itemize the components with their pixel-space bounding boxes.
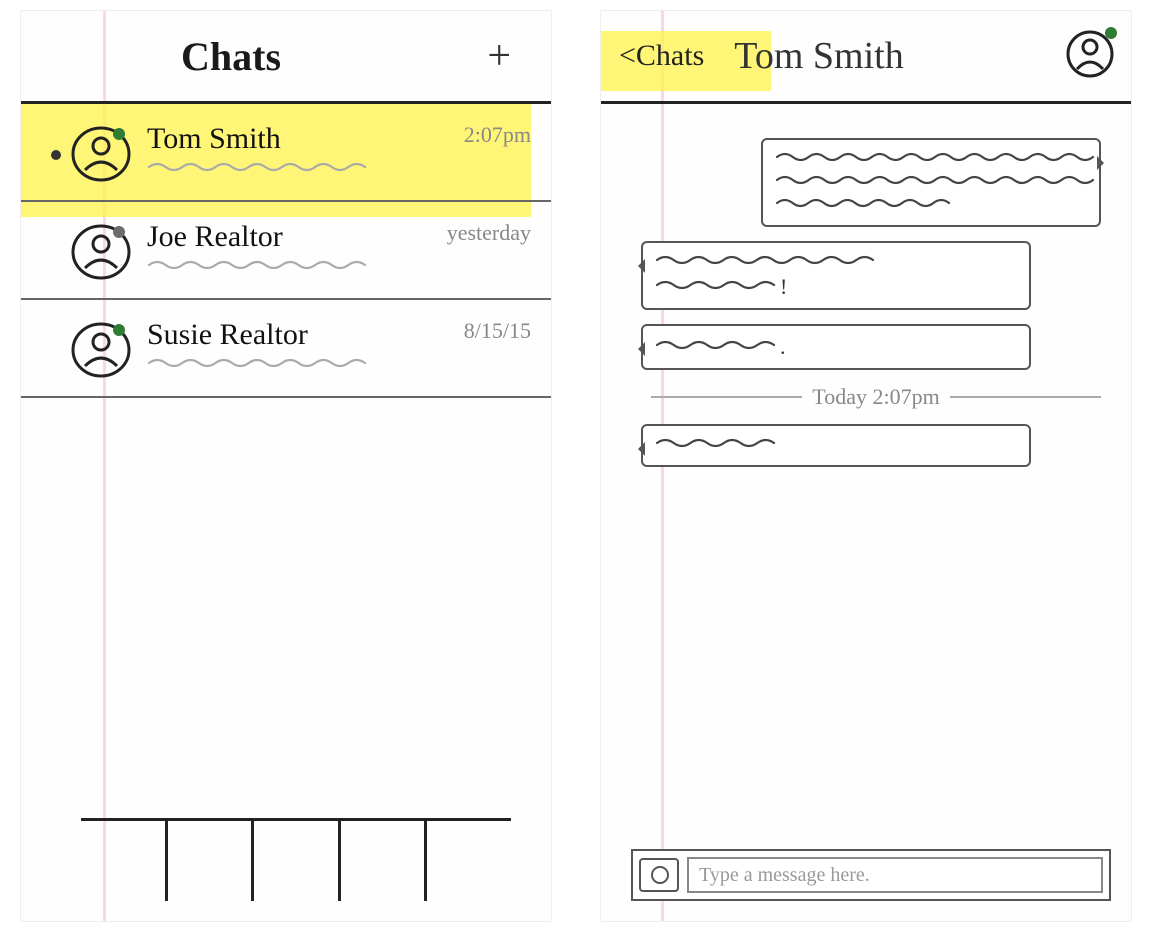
detail-header: <Chats Tom Smith xyxy=(601,11,1131,104)
chat-preview xyxy=(147,256,439,279)
message-placeholder: Type a message here. xyxy=(699,864,870,887)
tab-3[interactable] xyxy=(254,821,341,901)
contact-avatar-button[interactable] xyxy=(1065,29,1115,84)
person-icon xyxy=(69,122,133,186)
tab-4[interactable] xyxy=(341,821,428,901)
date-separator-label: Today 2:07pm xyxy=(812,384,939,410)
back-label: Chats xyxy=(636,39,704,72)
chat-row[interactable]: Joe Realtor yesterday xyxy=(21,202,551,300)
chat-time: 8/15/15 xyxy=(464,318,531,344)
tab-1[interactable] xyxy=(81,821,168,901)
chats-list-screen: Chats + Tom Smith 2:07pm Joe Realtor yester… xyxy=(20,10,552,922)
chat-detail-screen: <Chats Tom Smith !. Today 2:07pm Type a m… xyxy=(600,10,1132,922)
messages-area: !. Today 2:07pm xyxy=(601,104,1131,467)
message-input[interactable]: Type a message here. xyxy=(687,857,1103,893)
new-chat-button[interactable]: + xyxy=(487,32,511,80)
chat-time: 2:07pm xyxy=(464,122,531,148)
tab-5[interactable] xyxy=(427,821,511,901)
camera-icon[interactable] xyxy=(639,858,679,892)
person-icon xyxy=(69,220,133,284)
message-in: . xyxy=(641,324,1031,370)
chat-row[interactable]: Susie Realtor 8/15/15 xyxy=(21,300,551,398)
message-in xyxy=(641,424,1031,467)
chat-preview xyxy=(147,158,456,181)
message-composer: Type a message here. xyxy=(631,849,1111,901)
message-in: ! xyxy=(641,241,1031,310)
chat-name: Susie Realtor xyxy=(147,318,456,352)
chat-name: Joe Realtor xyxy=(147,220,439,254)
unread-dot xyxy=(51,150,61,160)
date-separator: Today 2:07pm xyxy=(641,384,1111,410)
tab-bar xyxy=(81,818,511,901)
back-button[interactable]: <Chats xyxy=(609,39,704,73)
chat-title: Tom Smith xyxy=(734,34,903,78)
chat-preview xyxy=(147,354,456,377)
tab-2[interactable] xyxy=(168,821,255,901)
presence-dot xyxy=(1105,27,1117,39)
chat-name: Tom Smith xyxy=(147,122,456,156)
person-icon xyxy=(69,318,133,382)
list-header: Chats + xyxy=(21,11,551,104)
chat-time: yesterday xyxy=(447,220,531,246)
chat-row[interactable]: Tom Smith 2:07pm xyxy=(21,104,551,202)
message-out xyxy=(761,138,1101,227)
page-title: Chats xyxy=(181,33,281,80)
